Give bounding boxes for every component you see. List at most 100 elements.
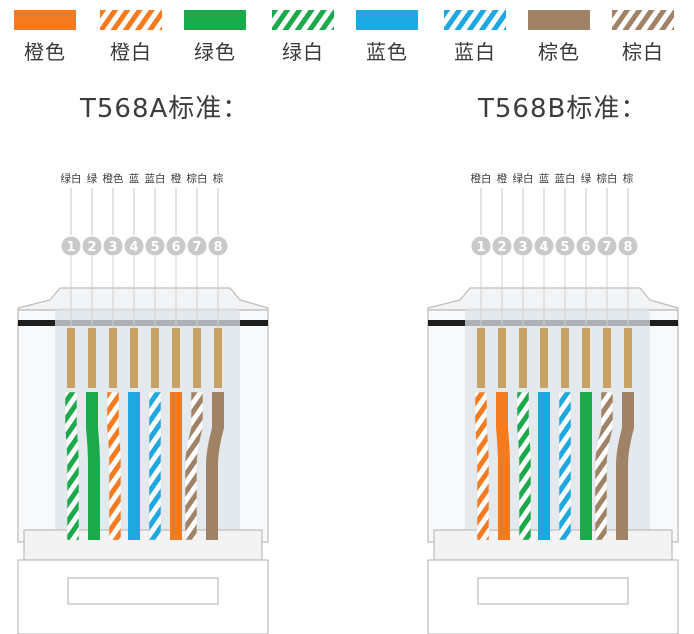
legend-swatch-orange: [14, 10, 76, 30]
contact-blade-3: [109, 328, 117, 388]
wire-label-pin-2: 绿: [87, 172, 98, 185]
legend-color-block: [528, 10, 590, 30]
wire-label-pin-4: 蓝: [129, 173, 140, 185]
pin-number-5: 5: [150, 240, 159, 255]
pin-6-marker: [576, 236, 596, 256]
contact-blade-5: [151, 328, 159, 388]
legend-label: 蓝色: [366, 40, 408, 64]
pin-number-4: 4: [539, 240, 548, 255]
wire-7-brown-white: [594, 391, 614, 541]
legend-label: 棕白: [622, 40, 664, 64]
contact-blade-1: [477, 328, 485, 388]
legend-label: 绿色: [194, 40, 236, 64]
legend-color-block: [444, 10, 506, 30]
legend-swatch-blue: [356, 10, 418, 30]
plug-top-edge: [427, 287, 679, 311]
boot-window: [477, 577, 629, 605]
legend-color-block: [356, 10, 418, 30]
wire-7-brown-white: [184, 391, 204, 541]
pin-number-1: 1: [66, 240, 75, 255]
wire-3-green-white: [516, 391, 532, 541]
legend-color-block: [14, 10, 76, 30]
wire-label-pin-2: 橙: [497, 172, 508, 185]
pin-1-marker: [471, 236, 491, 256]
wire-label-pin-8: 棕: [623, 172, 634, 185]
pin-number-7: 7: [192, 240, 201, 255]
plug-collar: [23, 529, 263, 561]
pin-number-2: 2: [87, 240, 96, 255]
pin-number-6: 6: [171, 240, 180, 255]
contact-blade-4: [130, 328, 138, 388]
wire-2-green: [86, 392, 100, 540]
contact-blade-3: [519, 328, 527, 388]
pin-6-marker: [166, 236, 186, 256]
wire-label-pin-7: 棕白: [597, 172, 618, 185]
contact-blade-7: [193, 328, 201, 388]
pin-4-marker: [534, 236, 554, 256]
wire-label-pin-1: 橙白: [471, 172, 492, 185]
pin-number-3: 3: [518, 240, 527, 255]
pin-number-7: 7: [602, 240, 611, 255]
legend-swatch-green: [184, 10, 246, 30]
pin-number-8: 8: [623, 240, 632, 255]
plug-top-edge: [17, 287, 269, 311]
wire-label-pin-3: 橙色: [103, 172, 124, 185]
wire-5-blue-white: [148, 391, 162, 541]
wire-label-pin-5: 蓝白: [145, 172, 166, 185]
legend-label: 橙白: [110, 40, 152, 64]
legend-item-orange: 橙色: [10, 10, 80, 65]
wire-6-orange: [170, 392, 182, 540]
legend-item-blue-white: 蓝白: [440, 10, 510, 65]
wire-label-pin-1: 绿白: [61, 172, 82, 185]
wire-4-blue: [538, 392, 550, 540]
wire-label-pin-6: 绿: [581, 172, 592, 185]
pin-2-marker: [492, 236, 512, 256]
legend-item-orange-white: 橙白: [96, 10, 166, 65]
pin-8-marker: [618, 236, 638, 256]
t568a-title: T568A标准：: [80, 94, 250, 124]
legend-color-block: [272, 10, 334, 30]
contact-blade-8: [624, 328, 632, 388]
contact-blade-2: [88, 328, 96, 388]
contact-blade-5: [561, 328, 569, 388]
pin-3-marker: [513, 236, 533, 256]
wire-2-orange: [496, 392, 510, 540]
legend-swatch-brown-white: [612, 10, 674, 30]
legend-label: 棕色: [538, 40, 580, 64]
pin-number-3: 3: [108, 240, 117, 255]
t568b-plug-diagram: 橙白橙绿白蓝蓝白绿棕白 棕 1 2 3 4 5 6 7 8: [427, 172, 679, 634]
legend-color-block: [184, 10, 246, 30]
legend-item-brown: 棕色: [524, 10, 594, 65]
wire-label-pin-3: 绿白: [513, 172, 534, 185]
wire-6-green: [580, 392, 592, 540]
color-legend: 橙色 橙白 绿色 绿白 蓝色 蓝白 棕色 棕白: [0, 0, 694, 70]
pin-number-4: 4: [129, 240, 138, 255]
pin-2-marker: [82, 236, 102, 256]
pin-number-1: 1: [476, 240, 485, 255]
plug-collar: [433, 529, 673, 561]
wire-4-blue: [128, 392, 140, 540]
pin-3-marker: [103, 236, 123, 256]
legend-item-blue: 蓝色: [352, 10, 422, 65]
legend-item-green: 绿色: [180, 10, 250, 65]
pin-number-6: 6: [581, 240, 590, 255]
pin-number-2: 2: [497, 240, 506, 255]
contact-blade-1: [67, 328, 75, 388]
legend-label: 蓝白: [454, 40, 496, 64]
pin-1-marker: [61, 236, 81, 256]
wire-label-pin-8: 棕: [213, 172, 224, 185]
wire-1-orange-white: [474, 391, 490, 541]
wire-5-blue-white: [558, 391, 572, 541]
contact-blade-7: [603, 328, 611, 388]
wire-label-pin-7: 棕白: [187, 172, 208, 185]
contact-blade-6: [582, 328, 590, 388]
contact-blade-8: [214, 328, 222, 388]
contact-blade-4: [540, 328, 548, 388]
pin-8-marker: [208, 236, 228, 256]
legend-color-block: [612, 10, 674, 30]
wire-3-orange-white: [106, 391, 122, 541]
wire-8-brown: [616, 392, 634, 540]
pin-5-marker: [555, 236, 575, 256]
pin-7-marker: [597, 236, 617, 256]
legend-item-brown-white: 棕白: [608, 10, 678, 65]
